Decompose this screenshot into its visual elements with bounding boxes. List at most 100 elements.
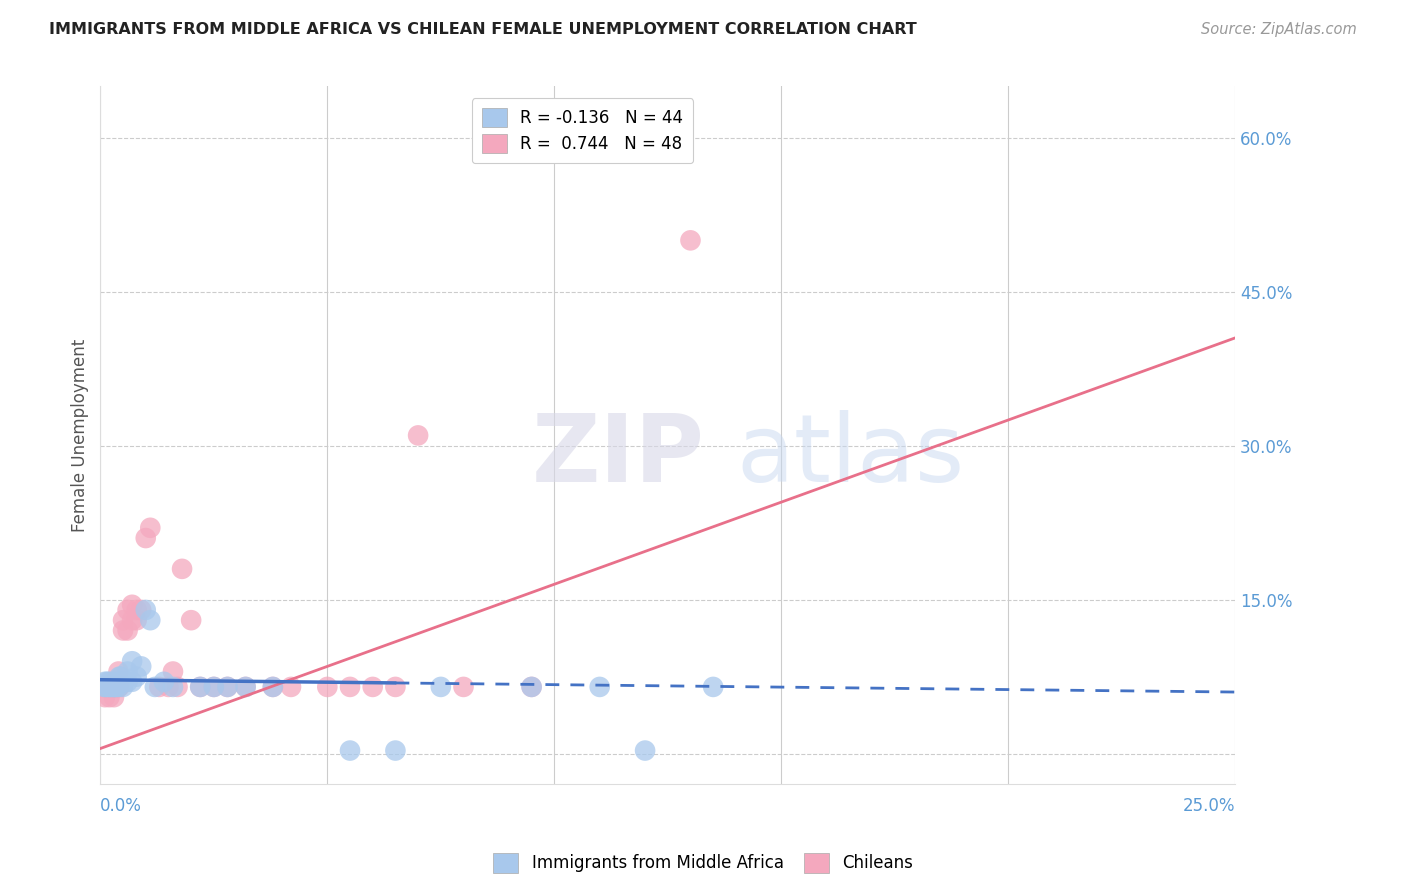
Point: [112, 613, 135, 627]
Point: [110, 670, 132, 684]
Point: [112, 680, 135, 694]
Point: [112, 674, 135, 689]
Point: [121, 654, 143, 668]
Point: [107, 680, 129, 694]
Point: [148, 680, 170, 694]
Point: [112, 624, 135, 638]
Point: [129, 659, 152, 673]
Point: [107, 680, 129, 694]
Point: [129, 603, 152, 617]
Point: [98, 674, 121, 689]
Point: [100, 680, 122, 694]
Legend: R = -0.136   N = 44, R =  0.744   N = 48: R = -0.136 N = 44, R = 0.744 N = 48: [472, 98, 693, 163]
Y-axis label: Female Unemployment: Female Unemployment: [72, 339, 89, 532]
Point: [103, 674, 125, 689]
Point: [202, 680, 225, 694]
Point: [98, 680, 121, 694]
Point: [520, 680, 543, 694]
Point: [125, 613, 148, 627]
Point: [117, 603, 139, 617]
Point: [107, 665, 129, 679]
Point: [121, 674, 143, 689]
Point: [235, 680, 257, 694]
Text: IMMIGRANTS FROM MIDDLE AFRICA VS CHILEAN FEMALE UNEMPLOYMENT CORRELATION CHART: IMMIGRANTS FROM MIDDLE AFRICA VS CHILEAN…: [49, 22, 917, 37]
Point: [162, 680, 184, 694]
Point: [280, 680, 302, 694]
Point: [406, 428, 429, 442]
Point: [96, 674, 118, 689]
Point: [108, 670, 131, 684]
Point: [262, 680, 284, 694]
Point: [430, 680, 453, 694]
Point: [105, 680, 128, 694]
Point: [217, 680, 239, 694]
Point: [104, 674, 127, 689]
Point: [143, 680, 166, 694]
Point: [98, 690, 121, 705]
Point: [188, 680, 211, 694]
Point: [153, 674, 176, 689]
Point: [103, 680, 125, 694]
Point: [202, 680, 225, 694]
Point: [384, 743, 406, 757]
Point: [105, 680, 128, 694]
Point: [121, 598, 143, 612]
Text: 25.0%: 25.0%: [1182, 797, 1236, 814]
Point: [125, 603, 148, 617]
Point: [94, 680, 117, 694]
Point: [121, 613, 143, 627]
Point: [235, 680, 257, 694]
Point: [135, 603, 157, 617]
Point: [157, 680, 180, 694]
Point: [361, 680, 384, 694]
Point: [117, 665, 139, 679]
Point: [188, 680, 211, 694]
Point: [339, 680, 361, 694]
Point: [702, 680, 724, 694]
Point: [166, 680, 188, 694]
Point: [94, 680, 117, 694]
Point: [180, 613, 202, 627]
Text: ZIP: ZIP: [531, 410, 704, 502]
Point: [103, 690, 125, 705]
Point: [96, 680, 118, 694]
Point: [93, 680, 115, 694]
Point: [217, 680, 239, 694]
Point: [103, 680, 125, 694]
Point: [316, 680, 339, 694]
Text: 0.0%: 0.0%: [100, 797, 142, 814]
Point: [135, 531, 157, 545]
Point: [339, 743, 361, 757]
Point: [139, 521, 162, 535]
Point: [96, 680, 118, 694]
Point: [104, 680, 127, 694]
Point: [453, 680, 475, 694]
Point: [384, 680, 406, 694]
Point: [112, 674, 135, 689]
Point: [139, 613, 162, 627]
Point: [98, 680, 121, 694]
Point: [94, 680, 117, 694]
Point: [170, 562, 193, 576]
Point: [107, 674, 129, 689]
Point: [589, 680, 612, 694]
Point: [520, 680, 543, 694]
Text: Source: ZipAtlas.com: Source: ZipAtlas.com: [1201, 22, 1357, 37]
Point: [108, 680, 131, 694]
Point: [117, 624, 139, 638]
Point: [94, 690, 117, 705]
Point: [98, 680, 121, 694]
Point: [262, 680, 284, 694]
Point: [98, 680, 121, 694]
Point: [634, 743, 657, 757]
Point: [91, 680, 114, 694]
Point: [103, 680, 125, 694]
Point: [94, 674, 117, 689]
Point: [117, 674, 139, 689]
Point: [100, 680, 122, 694]
Point: [125, 670, 148, 684]
Point: [162, 665, 184, 679]
Text: atlas: atlas: [735, 410, 965, 502]
Point: [93, 680, 115, 694]
Point: [679, 233, 702, 247]
